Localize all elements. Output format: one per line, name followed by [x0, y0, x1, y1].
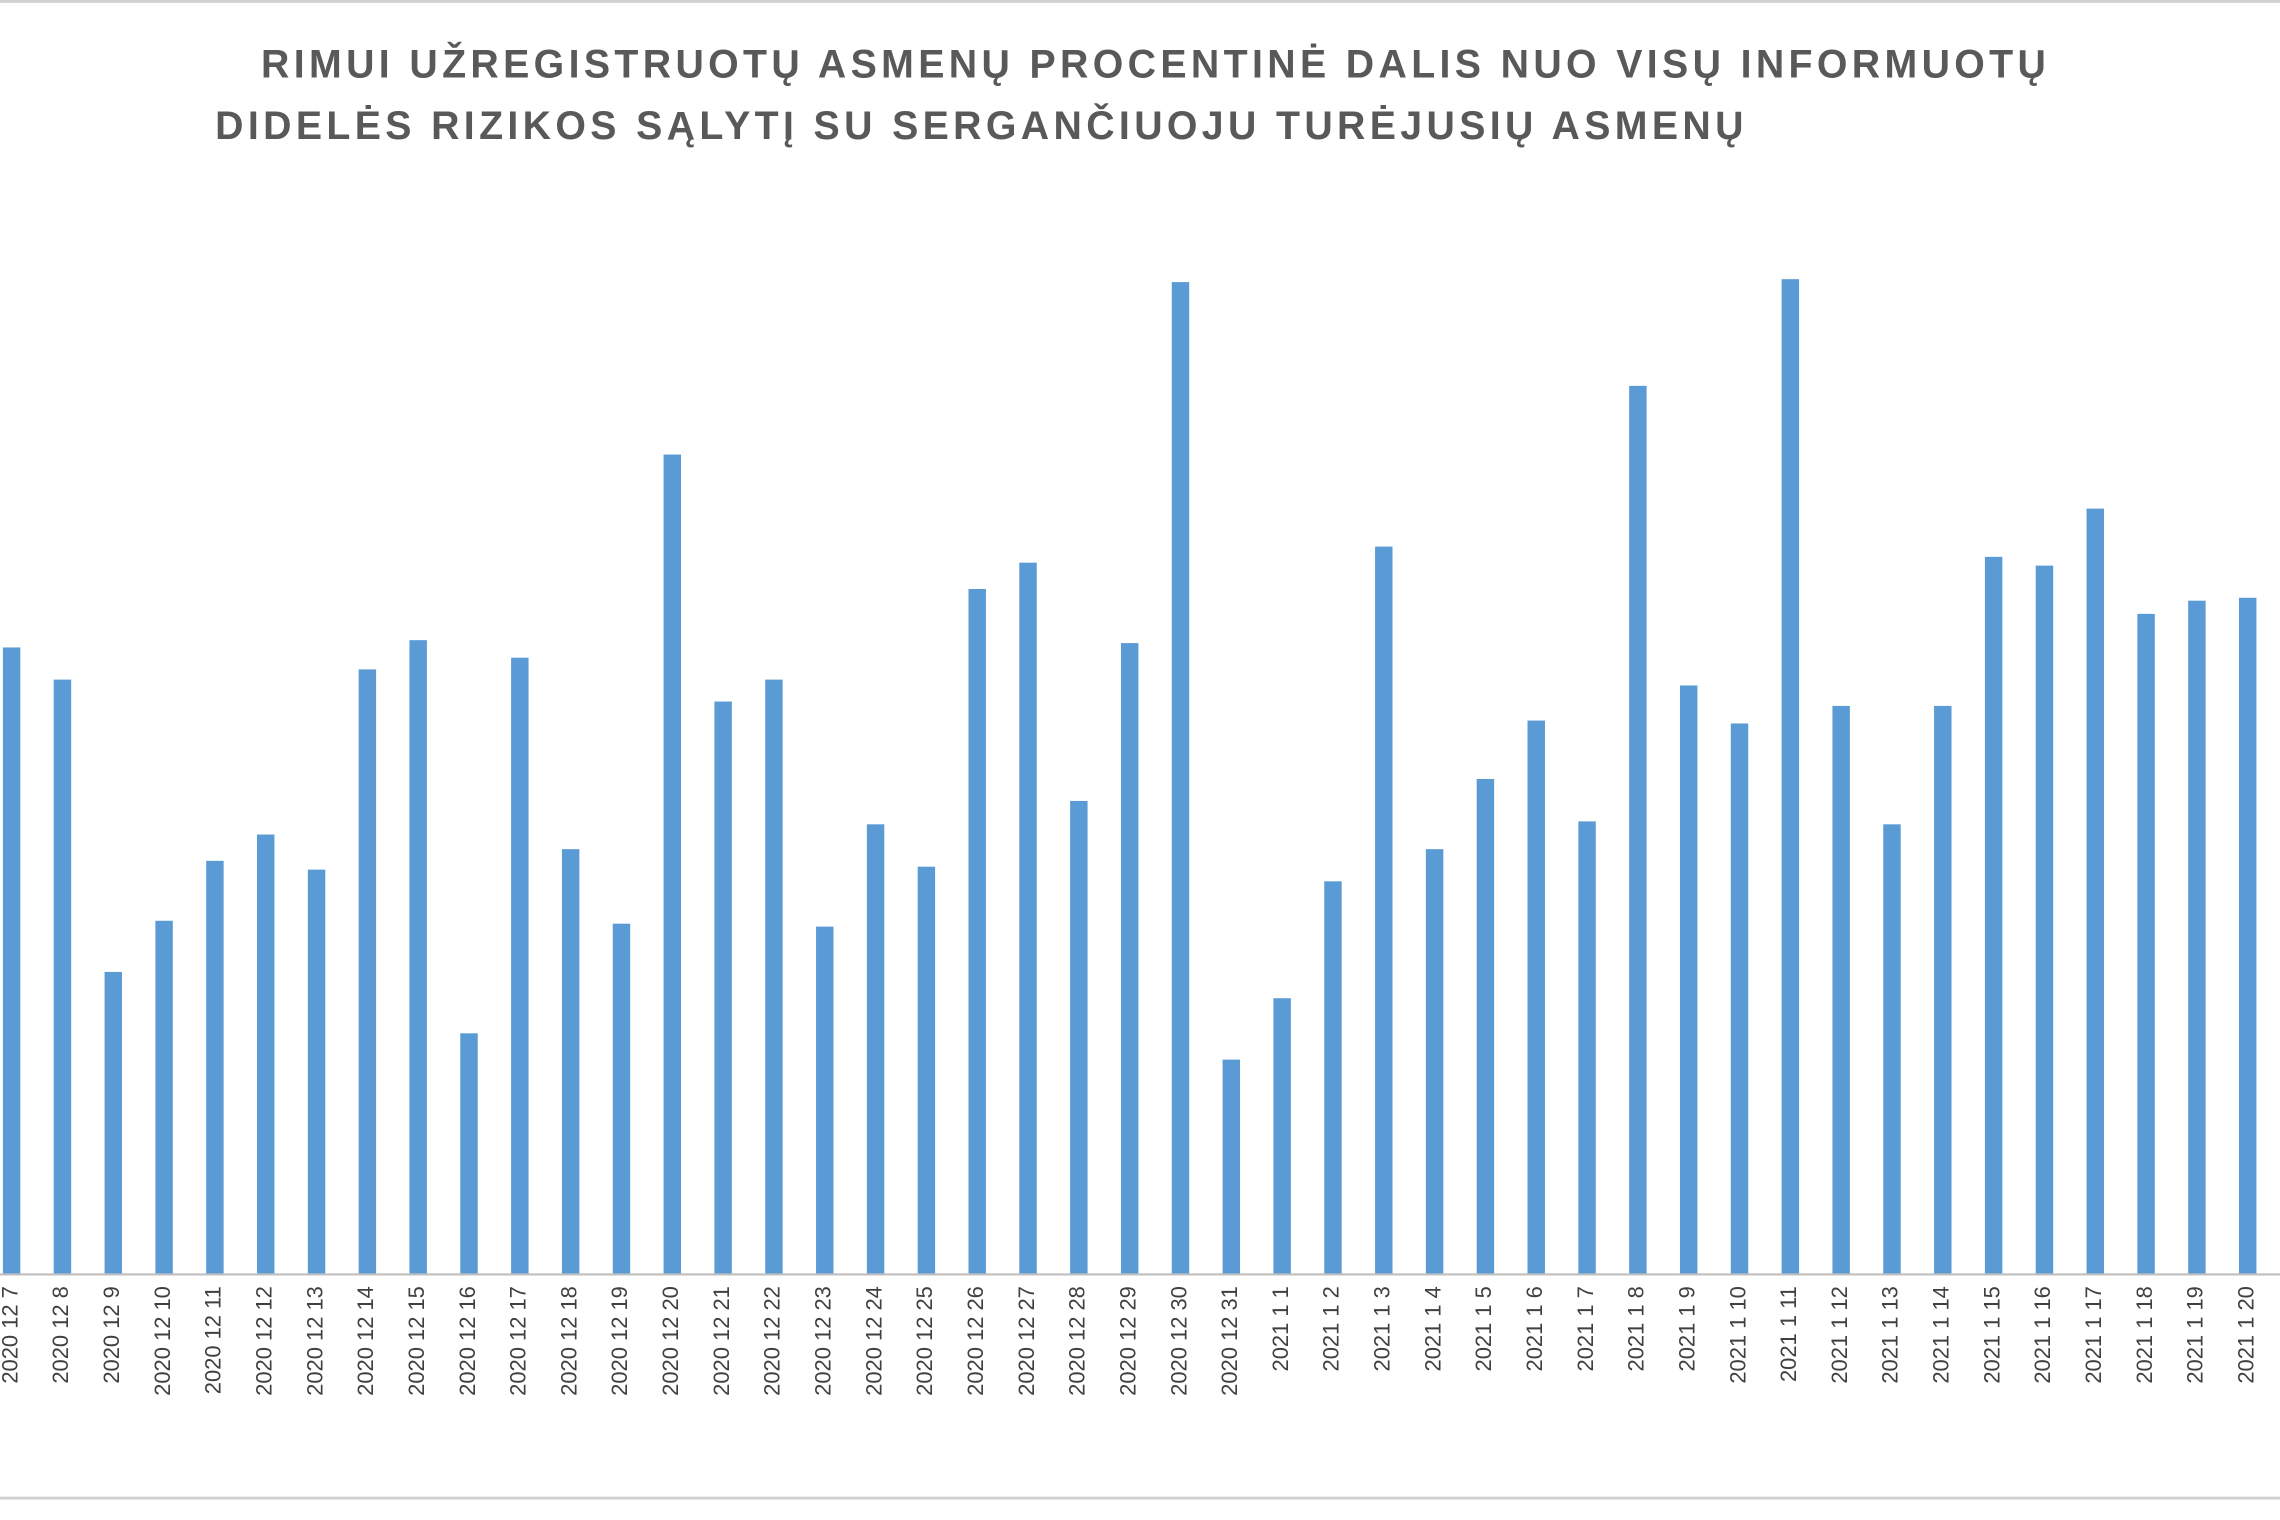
bar — [2137, 613, 2155, 1275]
bar — [1629, 385, 1647, 1275]
x-tick-label: 2021 1 12 — [1827, 1286, 1852, 1383]
bar — [1324, 881, 1342, 1275]
x-tick-label: 2021 1 13 — [1878, 1286, 1903, 1383]
bar — [1578, 821, 1596, 1275]
bar — [1171, 282, 1190, 1275]
bar — [1019, 562, 1037, 1275]
x-tick-label: 2021 1 10 — [1725, 1286, 1750, 1383]
x-tick-label: 2021 1 8 — [1624, 1286, 1649, 1371]
bar — [1120, 643, 1139, 1275]
bar — [561, 849, 580, 1275]
bar — [1527, 720, 1545, 1275]
bar — [2035, 565, 2054, 1275]
bar — [1222, 1059, 1241, 1275]
bar — [1934, 705, 1952, 1275]
bar — [358, 669, 377, 1275]
x-tick-label: 2020 12 21 — [709, 1286, 734, 1396]
chart-title: RIMUI UŽREGISTRUOTŲ ASMENŲ PROCENTINĖ DA… — [261, 43, 2050, 87]
bar — [1070, 800, 1088, 1275]
bar — [917, 866, 936, 1275]
x-tick-label: 2020 12 23 — [811, 1286, 836, 1396]
x-tick-label: 2020 12 8 — [48, 1286, 73, 1383]
x-tick-label: 2020 12 17 — [506, 1286, 531, 1396]
bar — [1883, 824, 1901, 1275]
x-tick-label: 2021 1 19 — [2183, 1286, 2208, 1383]
bar — [612, 923, 631, 1275]
bar — [1476, 779, 1495, 1275]
x-tick-label: 2020 12 13 — [302, 1286, 327, 1396]
bar — [1375, 546, 1393, 1275]
bar — [1781, 279, 1800, 1275]
x-tick-label: 2021 1 7 — [1573, 1286, 1598, 1371]
x-tick-label: 2020 12 22 — [760, 1286, 785, 1396]
bar — [816, 926, 834, 1275]
x-tick-label: 2020 12 25 — [912, 1286, 937, 1396]
x-tick-label: 2021 1 2 — [1319, 1286, 1344, 1371]
x-tick-label: 2021 1 18 — [2132, 1286, 2157, 1383]
bar — [104, 971, 122, 1275]
x-tick-label: 2020 12 19 — [607, 1286, 632, 1396]
bar — [1832, 705, 1850, 1275]
bar — [2188, 600, 2206, 1275]
bar — [714, 701, 732, 1275]
bar — [155, 920, 173, 1275]
bar — [511, 657, 529, 1275]
bar — [460, 1033, 478, 1275]
x-tick-label: 2020 12 27 — [1014, 1286, 1039, 1396]
bar — [2238, 597, 2257, 1275]
chart-title: DIDELĖS RIZIKOS SĄLYTĮ SU SERGANČIUOJU T… — [215, 103, 1748, 148]
x-tick-label: 2020 12 12 — [252, 1286, 277, 1396]
x-tick-label: 2020 12 9 — [99, 1286, 124, 1383]
bar — [1425, 849, 1444, 1275]
x-tick-label: 2021 1 5 — [1471, 1286, 1496, 1371]
x-tick-label: 2020 12 14 — [353, 1286, 378, 1396]
x-tick-label: 2021 1 1 — [1268, 1286, 1293, 1371]
x-tick-label: 2020 12 29 — [1115, 1286, 1140, 1396]
x-tick-label: 2021 1 16 — [2030, 1286, 2055, 1383]
bar — [1273, 998, 1291, 1275]
x-tick-label: 2020 12 28 — [1065, 1286, 1090, 1396]
bar — [663, 454, 682, 1275]
x-tick-label: 2021 1 4 — [1420, 1286, 1445, 1371]
x-tick-label: 2020 12 26 — [963, 1286, 988, 1396]
x-tick-label: 2020 12 20 — [658, 1286, 683, 1396]
bar — [2, 647, 21, 1275]
bar — [1984, 556, 2003, 1275]
bar — [206, 860, 224, 1275]
x-tick-label: 2021 1 14 — [1929, 1286, 1954, 1383]
bar — [307, 869, 326, 1275]
bar — [1679, 685, 1698, 1275]
bar — [53, 679, 72, 1275]
bar — [968, 589, 986, 1275]
x-tick-label: 2021 1 3 — [1370, 1286, 1395, 1371]
x-tick-label: 2020 12 11 — [201, 1286, 226, 1394]
x-tick-label: 2021 1 6 — [1522, 1286, 1547, 1371]
bar — [409, 640, 427, 1275]
x-tick-label: 2021 1 9 — [1675, 1286, 1700, 1371]
x-tick-label: 2020 12 18 — [556, 1286, 581, 1396]
x-tick-label: 2021 1 11 — [1776, 1286, 1801, 1382]
x-tick-label: 2020 12 10 — [150, 1286, 175, 1396]
x-tick-label: 2020 12 31 — [1217, 1286, 1242, 1396]
x-tick-label: 2020 12 15 — [404, 1286, 429, 1396]
bar — [257, 834, 275, 1275]
x-tick-label: 2020 12 30 — [1166, 1286, 1191, 1396]
bar — [765, 679, 783, 1275]
x-tick-label: 2020 12 7 — [0, 1286, 22, 1383]
x-tick-label: 2021 1 17 — [2081, 1286, 2106, 1383]
bar — [1730, 723, 1749, 1275]
bar — [2086, 508, 2104, 1275]
bar — [866, 824, 885, 1275]
x-tick-label: 2021 1 20 — [2234, 1286, 2259, 1383]
x-tick-label: 2020 12 24 — [861, 1286, 886, 1396]
x-tick-label: 2021 1 15 — [1979, 1286, 2004, 1383]
x-tick-label: 2020 12 16 — [455, 1286, 480, 1396]
